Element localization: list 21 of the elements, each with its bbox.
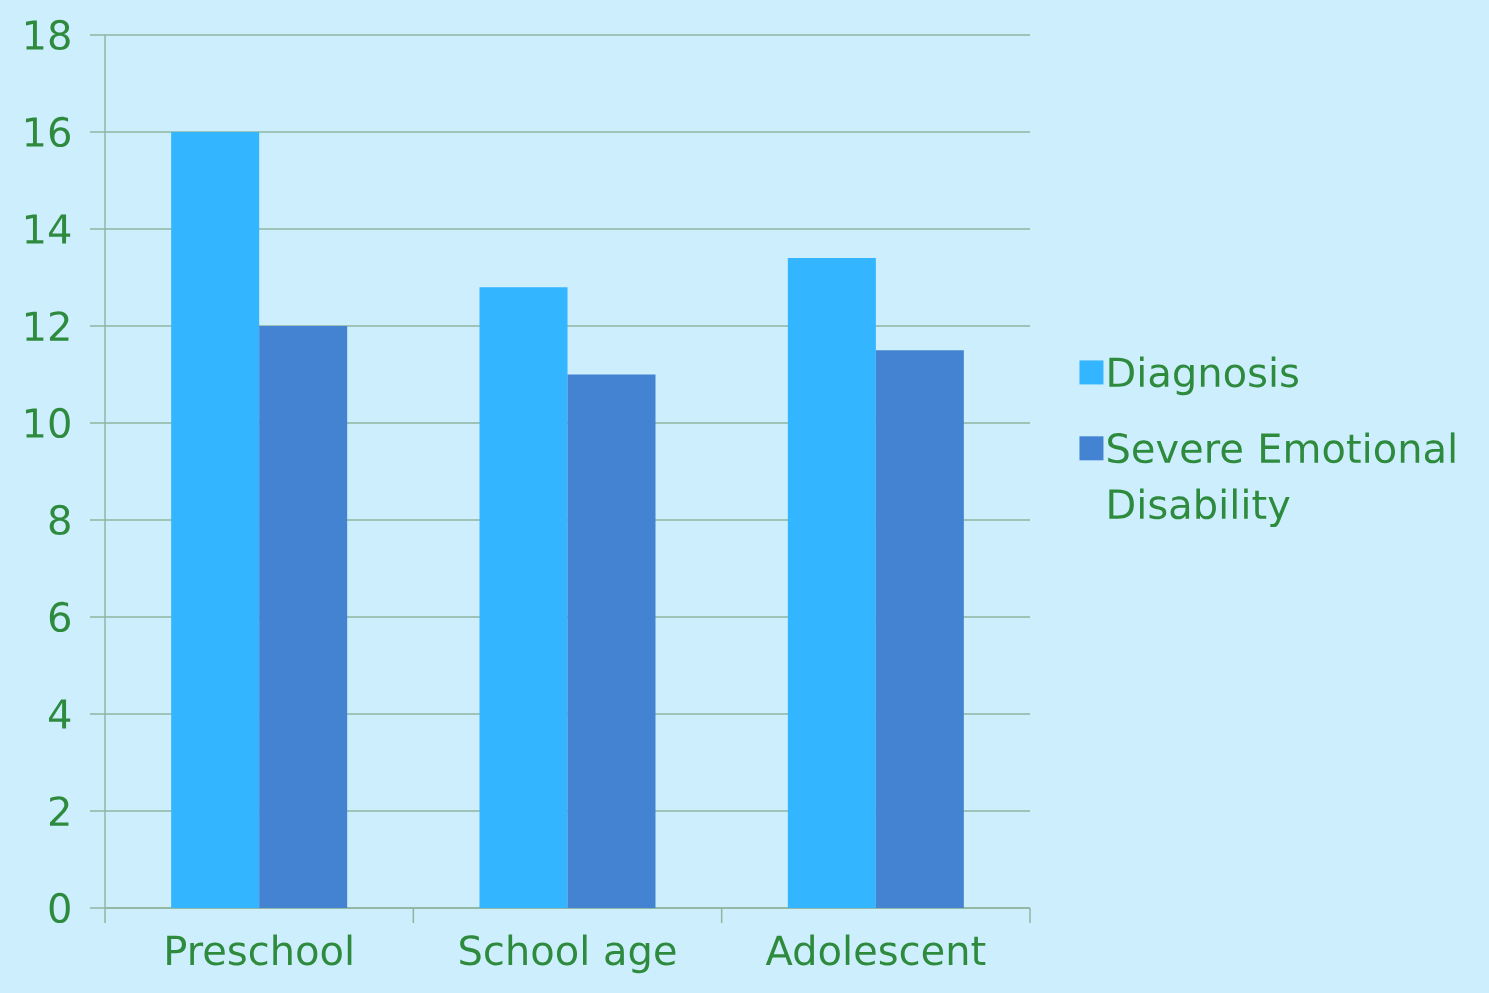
legend-label: Severe Emotional Disability (1108, 432, 1455, 528)
legend-label: Diagnosis (1109, 356, 1298, 396)
y-tick-label: 14 (25, 214, 71, 244)
y-tick-label: 16 (25, 116, 70, 148)
x-tick-label: Preschool (167, 934, 352, 966)
y-tick-label: 4 (48, 699, 71, 729)
bar (171, 131, 260, 908)
bar (875, 350, 964, 908)
bar (259, 325, 348, 908)
y-tick-label: 6 (49, 601, 70, 633)
y-tick-label: 10 (25, 407, 70, 439)
bar (567, 374, 656, 908)
bar (479, 287, 568, 908)
y-tick-label: 12 (25, 311, 69, 341)
x-tick-label: School age (460, 934, 676, 974)
y-tick-label: 18 (25, 19, 70, 51)
y-tick-label: 2 (49, 796, 69, 826)
x-tick-label: Adolescent (765, 934, 986, 966)
y-tick-label: 0 (49, 892, 70, 924)
y-tick-label: 8 (49, 504, 70, 536)
bar (787, 258, 876, 908)
